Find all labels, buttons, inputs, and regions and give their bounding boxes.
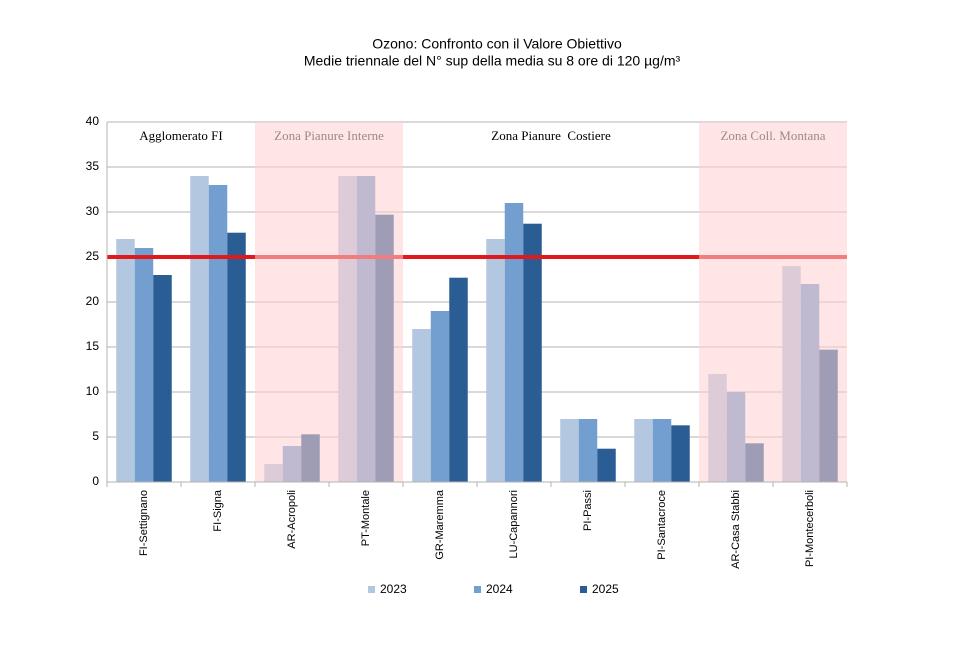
y-tick-label: 30 — [86, 204, 100, 218]
y-tick-label: 15 — [86, 339, 100, 353]
y-tick-label: 0 — [92, 474, 99, 488]
zone-label: Agglomerato FI — [139, 128, 222, 143]
x-tick-label: PT-Montale — [360, 490, 372, 546]
y-tick-label: 20 — [86, 294, 100, 308]
x-tick-label: GR-Maremma — [434, 489, 446, 560]
bar — [671, 425, 690, 482]
zone-label: Zona Pianure Costiere — [491, 128, 611, 143]
bar — [208, 185, 228, 482]
x-tick-label: AR-Acropoli — [286, 490, 298, 549]
legend-swatch — [580, 586, 587, 593]
y-tick-label: 25 — [86, 249, 100, 263]
x-tick-label: LU-Capannori — [508, 490, 520, 558]
x-tick-label: PI-Passi — [582, 490, 594, 531]
legend-label: 2024 — [486, 582, 513, 596]
x-tick-label: FI-Signa — [212, 489, 224, 531]
bar — [134, 248, 154, 482]
bar — [449, 277, 468, 482]
chart-subtitle: Medie triennale del N° sup della media s… — [304, 53, 681, 69]
zone-shade — [699, 122, 847, 482]
legend-label: 2023 — [380, 582, 407, 596]
bar — [634, 419, 653, 482]
zone-label: Zona Coll. Montana — [720, 128, 825, 143]
bar — [560, 419, 579, 482]
bar — [578, 419, 598, 482]
zone-shade — [255, 122, 403, 482]
chart-title: Ozono: Confronto con il Valore Obiettivo — [372, 36, 622, 52]
legend-swatch — [368, 586, 375, 593]
bar — [652, 419, 672, 482]
bar — [486, 239, 505, 482]
y-tick-label: 35 — [86, 159, 100, 173]
y-tick-label: 40 — [86, 114, 100, 128]
bar — [190, 176, 209, 482]
x-tick-label: PI-Santacroce — [656, 490, 668, 560]
x-tick-label: PI-Montecerboli — [804, 490, 816, 567]
legend-label: 2025 — [592, 582, 619, 596]
x-tick-label: FI-Settignano — [138, 490, 150, 556]
bar — [116, 239, 135, 482]
legend-swatch — [474, 586, 481, 593]
y-tick-label: 10 — [86, 384, 100, 398]
zone-label: Zona Pianure Interne — [274, 128, 384, 143]
y-tick-label: 5 — [92, 429, 99, 443]
bar — [597, 448, 616, 482]
bar — [153, 275, 172, 482]
bar — [227, 232, 246, 482]
x-tick-label: AR-Casa Stabbi — [730, 490, 742, 569]
bar — [504, 203, 524, 482]
bar — [430, 311, 450, 482]
bar — [412, 329, 431, 482]
bar — [523, 223, 542, 482]
